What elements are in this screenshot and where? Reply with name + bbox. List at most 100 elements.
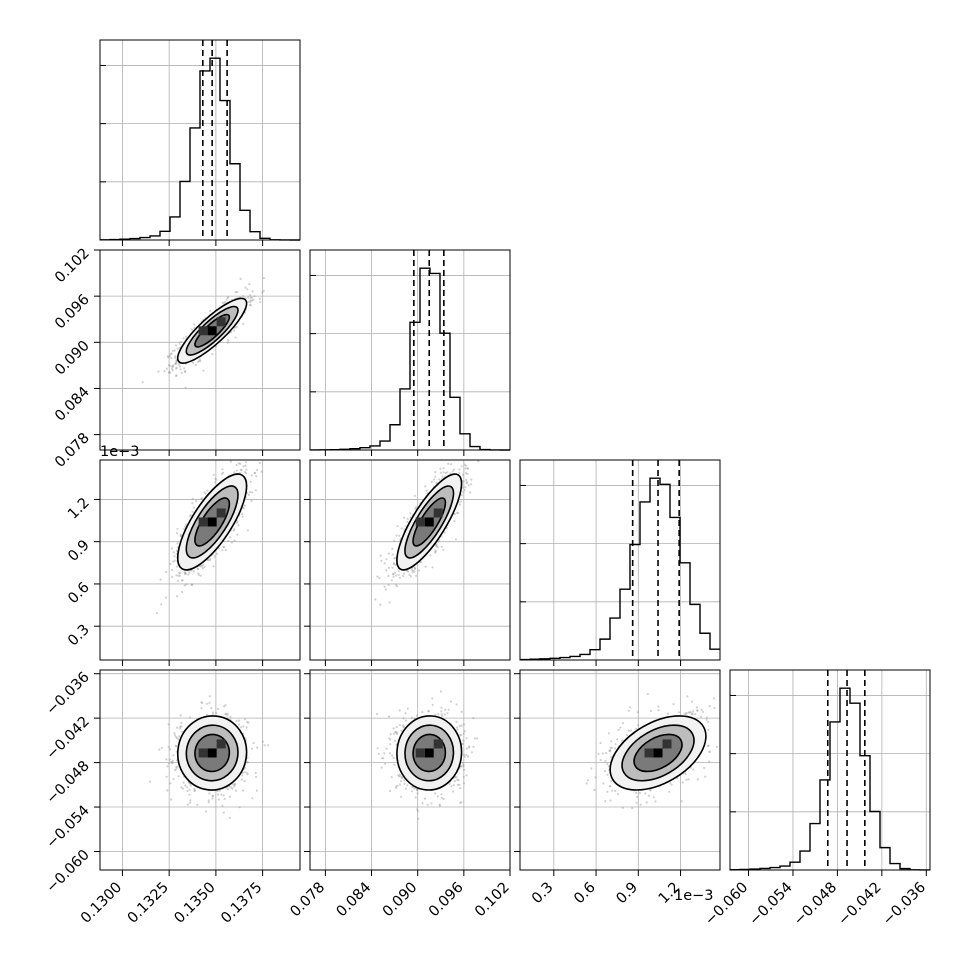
- sample-point: [184, 784, 187, 787]
- sample-point: [252, 298, 255, 301]
- sample-point: [411, 571, 414, 574]
- sample-point: [388, 789, 391, 793]
- sample-point: [421, 802, 424, 805]
- axes-frame: [99, 669, 301, 871]
- sample-point: [172, 777, 175, 781]
- sample-point: [707, 728, 710, 732]
- y-tick-label: 0.078: [52, 430, 93, 471]
- sample-point: [413, 566, 416, 569]
- sample-point: [251, 491, 254, 494]
- sample-point: [411, 786, 414, 789]
- sample-point: [460, 724, 463, 727]
- sample-point: [227, 296, 230, 299]
- sample-point: [198, 358, 201, 361]
- sample-point: [463, 463, 466, 466]
- sample-point: [465, 464, 468, 467]
- sample-point: [194, 789, 197, 792]
- sample-point: [168, 370, 171, 373]
- sample-point: [432, 478, 435, 481]
- sample-point: [395, 786, 398, 789]
- sample-point: [593, 788, 596, 792]
- sample-point: [174, 734, 177, 737]
- sample-point: [200, 707, 203, 710]
- y-tick-label: 0.3: [65, 622, 93, 650]
- sample-point: [392, 732, 395, 735]
- sample-point: [216, 793, 220, 796]
- sample-point: [246, 761, 249, 764]
- sample-point: [174, 744, 177, 747]
- sample-point: [255, 775, 258, 779]
- sample-point: [168, 371, 172, 374]
- sample-point: [425, 489, 428, 492]
- sample-point: [222, 545, 225, 548]
- sample-point: [160, 746, 163, 750]
- sample-point: [414, 574, 418, 577]
- x-tick-label: 0.090: [380, 880, 421, 921]
- sample-point: [686, 695, 689, 698]
- sample-point: [242, 465, 245, 468]
- sample-point: [456, 778, 459, 781]
- sample-point: [181, 787, 184, 790]
- sample-point: [417, 817, 420, 820]
- sample-point: [179, 534, 183, 537]
- sample-point: [247, 721, 250, 724]
- sample-point: [238, 806, 241, 809]
- sample-point: [459, 734, 462, 737]
- sample-point: [207, 799, 210, 802]
- sample-point: [170, 798, 173, 801]
- sample-point: [685, 778, 688, 781]
- sample-point: [181, 590, 184, 594]
- sample-point: [221, 468, 224, 471]
- sample-point: [398, 534, 401, 537]
- sample-point: [182, 781, 185, 784]
- sample-point: [203, 565, 206, 569]
- sample-point: [175, 767, 178, 771]
- scatter-panel-2-0: [99, 459, 301, 661]
- sample-point: [604, 800, 607, 803]
- sample-point: [193, 789, 196, 793]
- sample-point: [169, 782, 172, 785]
- sample-point: [406, 707, 409, 710]
- x-tick-label: −0.042: [835, 880, 884, 929]
- sample-point: [713, 706, 716, 710]
- sample-point: [176, 527, 179, 530]
- sample-point: [462, 765, 465, 768]
- sample-point: [237, 524, 240, 527]
- sample-point: [455, 703, 458, 706]
- sample-point: [403, 726, 406, 729]
- sample-point: [165, 367, 168, 370]
- sample-point: [614, 747, 617, 750]
- sample-point: [199, 574, 202, 577]
- sample-point: [249, 294, 252, 297]
- sample-point: [460, 465, 463, 468]
- density-peak: [424, 517, 434, 527]
- sample-point: [669, 782, 672, 785]
- sample-point: [617, 728, 620, 732]
- sample-point: [211, 353, 214, 356]
- sample-point: [390, 579, 393, 582]
- sample-point: [235, 325, 238, 329]
- sample-point: [262, 277, 265, 280]
- sample-point: [223, 797, 226, 800]
- sample-point: [240, 469, 243, 472]
- sample-point: [215, 478, 218, 481]
- sample-point: [459, 801, 462, 804]
- sample-point: [199, 360, 202, 363]
- sample-point: [452, 790, 455, 793]
- sample-point: [463, 768, 466, 771]
- sample-point: [239, 277, 242, 280]
- sample-point: [171, 349, 174, 352]
- sample-point: [250, 499, 253, 503]
- sample-point: [450, 785, 453, 788]
- sample-point: [258, 297, 261, 300]
- sample-point: [241, 515, 244, 518]
- sample-point: [610, 755, 613, 759]
- sample-point: [466, 472, 469, 475]
- sample-point: [435, 544, 438, 547]
- sample-point: [213, 555, 216, 558]
- sample-point: [175, 574, 178, 577]
- y-tick-label: 0.096: [52, 292, 93, 333]
- sample-point: [210, 707, 213, 710]
- sample-point: [460, 801, 463, 804]
- sample-point: [246, 288, 249, 291]
